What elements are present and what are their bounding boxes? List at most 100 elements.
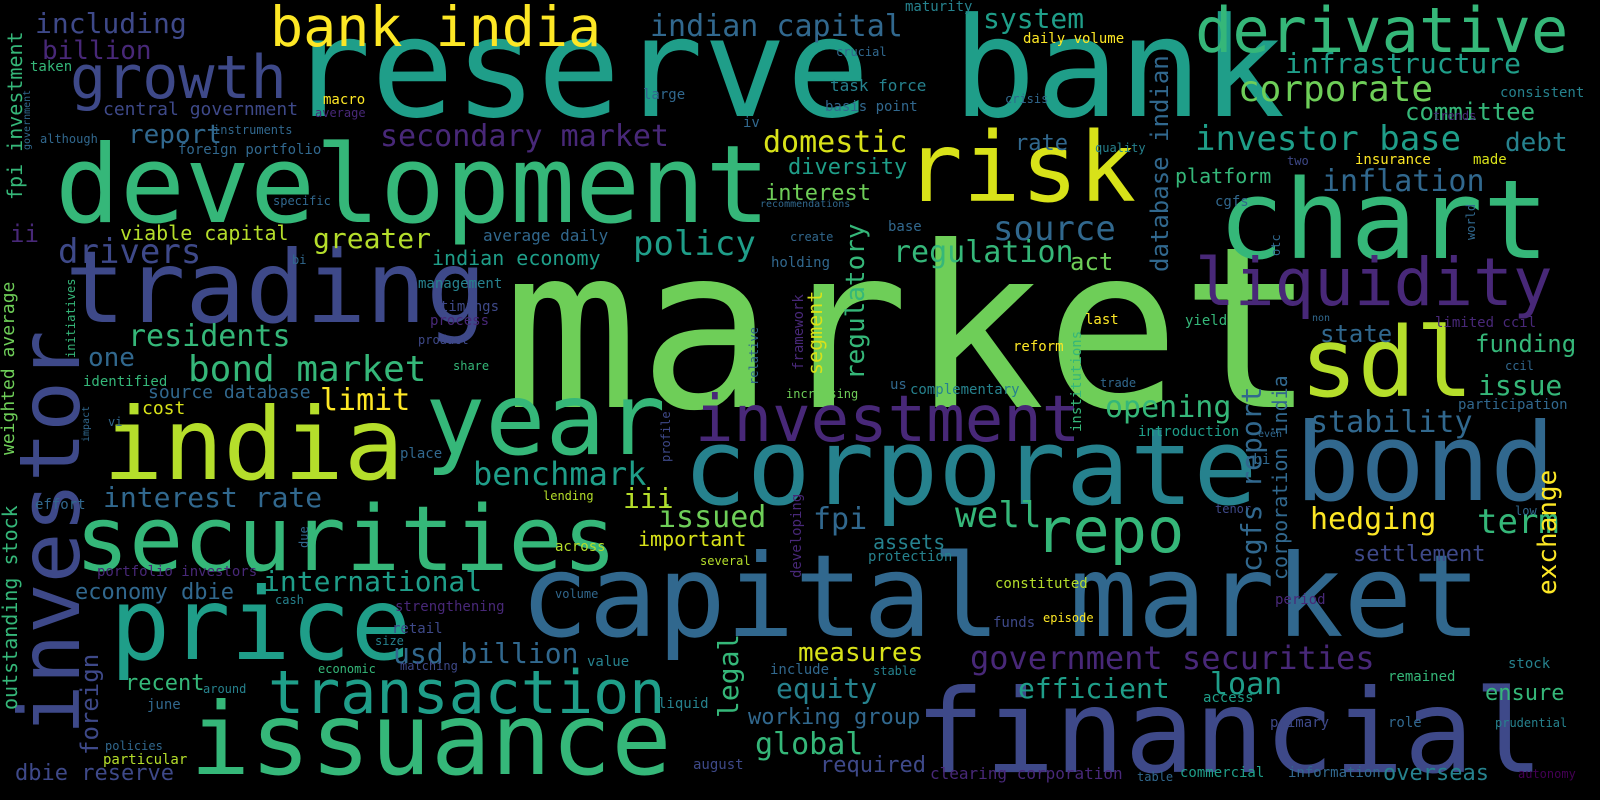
word-corporation-india: corporation india [1268, 375, 1292, 580]
word-domestic: domestic [763, 125, 908, 160]
word-average: average [315, 106, 366, 120]
word-corporate-big: corporate [683, 406, 1258, 529]
word-working-group: working group [748, 705, 921, 730]
word-developing: developing [789, 493, 805, 578]
word-bond: bond [1295, 401, 1556, 526]
word-non: non [1312, 313, 1331, 324]
word-ii: ii [10, 220, 39, 248]
word-commercial: commercial [1180, 765, 1265, 781]
word-insurance: insurance [1355, 152, 1431, 168]
word-interest: interest [765, 181, 871, 206]
word-vi: vi [108, 415, 123, 429]
word-issuance: issuance [190, 681, 672, 798]
word-one: one [88, 343, 135, 373]
word-constituted: constituted [995, 576, 1088, 592]
word-specific: specific [273, 194, 331, 208]
word-instruments: instruments [213, 123, 293, 137]
word-taken: taken [30, 59, 73, 75]
word-issue: issue [1478, 369, 1563, 402]
word-central-government: central government [103, 99, 299, 120]
word-share: share [453, 359, 490, 373]
word-greater: greater [313, 222, 432, 255]
word-period: period [1275, 592, 1326, 608]
word-information: information [1288, 765, 1381, 781]
word-bank-india: bank india [270, 0, 602, 59]
word-iv: iv [743, 115, 760, 131]
word-cost: cost [142, 398, 186, 419]
word-institutions: institutions [1069, 330, 1085, 432]
word-state: state [1320, 320, 1393, 348]
word-policy: policy [633, 224, 756, 264]
word-chart: chart [1218, 156, 1550, 284]
word-term: term [1477, 502, 1559, 542]
word-base: base [888, 219, 922, 235]
word-volume: volume [555, 587, 599, 601]
word-trading: trading [65, 229, 487, 346]
word-cash: cash [275, 593, 304, 607]
word-inflation: inflation [1322, 164, 1485, 199]
word-bond-market: bond market [188, 349, 427, 390]
word-crucial: crucial [836, 45, 887, 59]
word-overseas: overseas [1383, 761, 1489, 786]
word-holding: holding [771, 255, 831, 271]
word-effort: effort [35, 497, 86, 513]
word-rate: rate [1015, 131, 1068, 156]
word-diversity: diversity [788, 155, 908, 180]
word-otc: otc [1269, 234, 1283, 256]
word-required: required [820, 753, 926, 778]
word-funding: funding [1475, 330, 1577, 358]
word-us: us [890, 377, 907, 393]
word-government-securities: government securities [970, 639, 1375, 677]
word-well: well [955, 495, 1042, 536]
word-fpi: fpi [813, 502, 868, 537]
word-efficient: efficient [1018, 672, 1170, 705]
word-due: due [297, 526, 311, 548]
word-ensure: ensure [1485, 681, 1565, 706]
word-june: june [147, 697, 181, 713]
word-large: large [643, 87, 686, 103]
word-place: place [400, 446, 443, 462]
word-increasing: increasing [786, 387, 859, 401]
word-even: even [1258, 429, 1283, 440]
word-segment: segment [803, 290, 827, 375]
word-create: create [790, 230, 834, 244]
word-liquidity: liquidity [1195, 244, 1553, 321]
word-investment: investment [695, 383, 1081, 457]
word-cgfs: cgfs [1215, 194, 1249, 210]
word-funds: funds [993, 615, 1036, 631]
word-transaction: transaction [268, 658, 666, 728]
word-recent: recent [125, 671, 205, 696]
word-source-database: source database [148, 382, 311, 403]
word-sdl: sdl [1300, 307, 1474, 419]
word-maturity: maturity [905, 0, 973, 15]
word-yield: yield [1185, 313, 1228, 329]
word-assets: assets [873, 530, 946, 554]
word-role: role [1388, 715, 1422, 731]
word-last: last [1085, 312, 1119, 328]
word-interest-rate: interest rate [103, 481, 323, 514]
word-system: system [983, 2, 1085, 35]
word-reserve-bank: reserve bank [288, 0, 1285, 149]
word-iii: iii [623, 482, 674, 515]
word-billion: billion [42, 36, 152, 66]
word-platform: platform [1175, 164, 1272, 188]
word-report: report [128, 120, 222, 150]
word-secondary-market: secondary market [380, 119, 669, 154]
word-average-daily: average daily [483, 226, 609, 245]
word-several: several [700, 554, 751, 568]
word-complementary: complementary [910, 382, 1020, 398]
word-matching: matching [400, 659, 458, 673]
word-measures: measures [798, 638, 924, 668]
word-profile: profile [659, 411, 673, 462]
word-investor-base: investor base [1195, 119, 1462, 159]
word-task-force: task force [830, 76, 927, 95]
word-particular: particular [103, 752, 188, 768]
word-dbie-reserve: dbie reserve [15, 761, 174, 786]
word-development: development [55, 123, 771, 248]
word-equity: equity [776, 672, 878, 705]
word-protection: protection [868, 549, 953, 565]
word-basis-point: basis point [825, 99, 918, 115]
word-impact: impact [81, 405, 92, 442]
word-august: august [693, 757, 744, 773]
word-retail: retail [392, 621, 443, 637]
